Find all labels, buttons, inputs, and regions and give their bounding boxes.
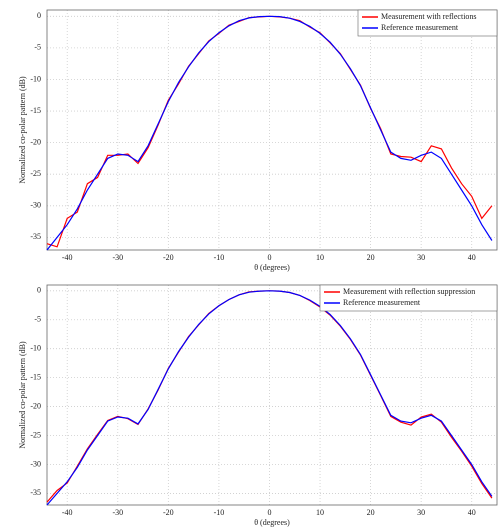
x-tick-label: -10 — [214, 508, 225, 517]
y-tick-label: 0 — [37, 11, 41, 20]
legend-label: Measurement with reflections — [381, 12, 477, 21]
y-tick-label: -35 — [30, 232, 41, 241]
y-tick-label: -35 — [30, 488, 41, 497]
x-tick-label: 20 — [367, 253, 375, 262]
x-tick-label: -40 — [62, 508, 73, 517]
data-line — [46, 15, 493, 248]
x-tick-label: 30 — [417, 508, 425, 517]
y-tick-label: -5 — [34, 43, 41, 52]
x-axis-label: θ (degrees) — [254, 518, 290, 527]
x-axis-label: θ (degrees) — [254, 263, 290, 272]
y-tick-label: -30 — [30, 201, 41, 210]
x-tick-label: -20 — [163, 508, 174, 517]
y-tick-label: -20 — [30, 137, 41, 146]
x-tick-label: -40 — [62, 253, 73, 262]
y-tick-label: -25 — [30, 169, 41, 178]
legend-label: Measurement with reflection suppression — [343, 287, 475, 296]
y-tick-label: 0 — [37, 286, 41, 295]
plot-frame — [46, 9, 498, 251]
y-tick-label: -15 — [30, 372, 41, 381]
legend-box — [357, 9, 498, 37]
y-tick-label: -30 — [30, 459, 41, 468]
y-tick-label: -15 — [30, 106, 41, 115]
x-tick-label: -20 — [163, 253, 174, 262]
x-tick-label: -10 — [214, 253, 225, 262]
plot-frame — [46, 284, 498, 506]
x-tick-label: -30 — [112, 508, 123, 517]
x-tick-label: -30 — [112, 253, 123, 262]
y-tick-label: -10 — [30, 74, 41, 83]
y-tick-label: -5 — [34, 315, 41, 324]
x-tick-label: 0 — [267, 253, 271, 262]
x-tick-label: 10 — [316, 508, 324, 517]
x-tick-label: 0 — [267, 508, 271, 517]
x-tick-label: 40 — [468, 253, 476, 262]
x-tick-label: 30 — [417, 253, 425, 262]
legend-box — [319, 284, 498, 312]
y-axis-label: Normalized co-polar pattern (dB) — [18, 341, 27, 449]
legend-label: Reference measurement — [381, 23, 459, 32]
data-line — [46, 290, 493, 506]
x-tick-label: 20 — [367, 508, 375, 517]
x-tick-label: 40 — [468, 508, 476, 517]
y-tick-label: -20 — [30, 401, 41, 410]
legend-label: Reference measurement — [343, 298, 421, 307]
y-tick-label: -25 — [30, 430, 41, 439]
y-tick-label: -10 — [30, 344, 41, 353]
y-axis-label: Normalized co-polar pattern (dB) — [18, 76, 27, 184]
data-line — [46, 15, 493, 251]
x-tick-label: 10 — [316, 253, 324, 262]
